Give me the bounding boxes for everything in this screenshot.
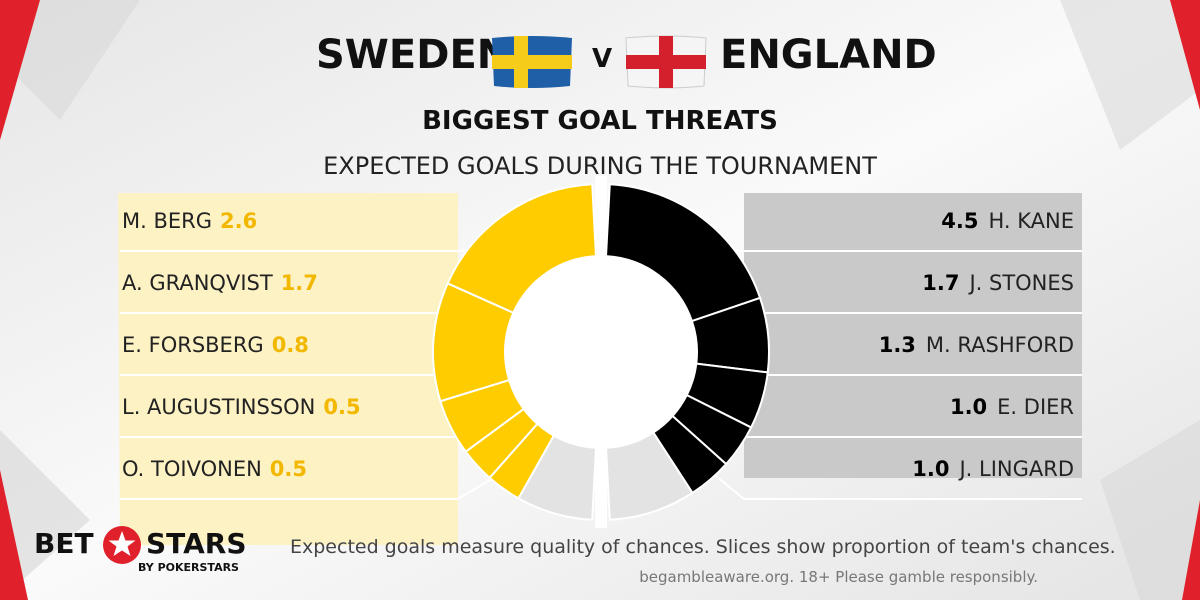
- corner-decoration-bottom-right: [1182, 500, 1200, 600]
- player-name: M. BERG: [122, 209, 213, 233]
- donut-split: [595, 176, 607, 528]
- sweden-player-label: A. GRANQVIST 1.7: [122, 257, 318, 309]
- versus-label: V: [592, 44, 613, 74]
- logo-bet-text: BET: [34, 527, 94, 560]
- sweden-panel: [118, 193, 458, 545]
- player-xg-value: 0.5: [269, 457, 307, 481]
- player-name: E. DIER: [997, 395, 1074, 419]
- england-player-label: 1.3 M. RASHFORD: [879, 319, 1074, 371]
- player-xg-value: 0.8: [271, 333, 309, 357]
- player-xg-value: 0.5: [323, 395, 361, 419]
- player-xg-value: 1.7: [922, 271, 960, 295]
- corner-decoration-top-right: [1170, 0, 1200, 110]
- player-xg-value: 1.0: [949, 395, 988, 419]
- betstars-logo: BET STARS BY POKERSTARS: [34, 526, 247, 577]
- player-xg-value: 1.3: [878, 333, 916, 357]
- player-name: O. TOIVONEN: [122, 457, 262, 481]
- player-name: E. FORSBERG: [122, 333, 264, 357]
- england-player-label: 1.7 J. STONES: [922, 257, 1074, 309]
- chart-title: BIGGEST GOAL THREATS: [422, 106, 778, 136]
- logo-subtext: BY POKERSTARS: [138, 561, 239, 574]
- player-name: H. KANE: [988, 209, 1074, 233]
- sweden-player-label: M. BERG 2.6: [122, 195, 257, 247]
- sweden-flag-icon: [492, 36, 572, 88]
- england-player-label: 1.0 J. LINGARD: [912, 443, 1074, 495]
- player-name: M. RASHFORD: [925, 333, 1074, 357]
- footer-note: Expected goals measure quality of chance…: [290, 536, 1116, 558]
- sweden-player-label: L. AUGUSTINSSON 0.5: [122, 381, 361, 433]
- england-panel: [744, 193, 1082, 478]
- title-row: SWEDEN V ENGLAND: [0, 24, 1200, 94]
- team-right: ENGLAND: [720, 32, 937, 78]
- footer-gamble-notice[interactable]: begambleaware.org. 18+ Please gamble res…: [639, 568, 1038, 586]
- player-xg-value: 1.0: [912, 457, 950, 481]
- player-name: L. AUGUSTINSSON: [122, 395, 316, 419]
- player-xg-value: 4.5: [941, 209, 979, 233]
- player-name: A. GRANQVIST: [122, 271, 273, 295]
- player-name: J. STONES: [969, 271, 1074, 295]
- corner-decoration-top-left: [0, 0, 40, 140]
- sweden-player-label: O. TOIVONEN 0.5: [122, 443, 307, 495]
- corner-decoration-bottom-left: [0, 470, 28, 600]
- player-name: J. LINGARD: [959, 457, 1074, 481]
- player-xg-value: 2.6: [220, 209, 258, 233]
- england-player-label: 1.0 E. DIER: [950, 381, 1074, 433]
- sweden-player-label: E. FORSBERG 0.8: [122, 319, 309, 371]
- logo-stars-text: STARS: [146, 527, 247, 560]
- team-left: SWEDEN: [316, 32, 511, 78]
- england-flag-icon: [625, 35, 707, 89]
- chart-subtitle: EXPECTED GOALS DURING THE TOURNAMENT: [323, 152, 877, 180]
- player-xg-value: 1.7: [280, 271, 318, 295]
- star-icon: [103, 526, 141, 564]
- england-player-label: 4.5 H. KANE: [941, 195, 1074, 247]
